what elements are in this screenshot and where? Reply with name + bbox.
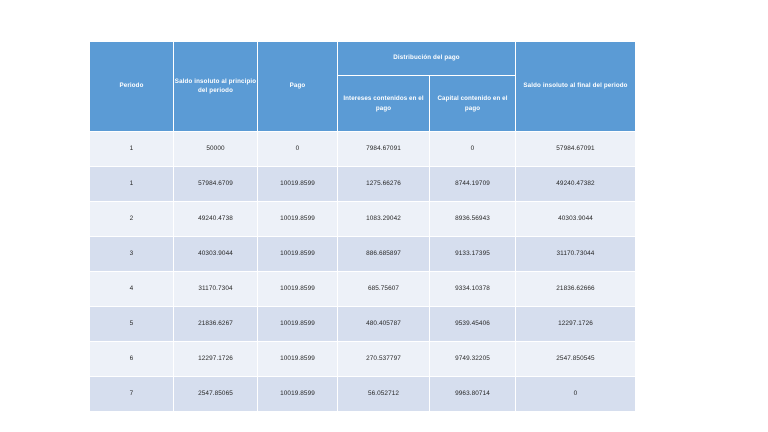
cell-periodo: 2 — [89, 201, 174, 237]
cell-periodo: 7 — [89, 376, 174, 412]
header-group-row: Periodo Saldo insoluto al principio del … — [89, 41, 636, 132]
cell-pago: 10019.8599 — [257, 166, 338, 202]
cell-intereses: 1083.29042 — [337, 201, 430, 237]
cell-capital: 9334.10378 — [429, 271, 516, 307]
cell-pago: 10019.8599 — [257, 306, 338, 342]
cell-periodo: 1 — [89, 131, 174, 167]
cell-pago: 10019.8599 — [257, 201, 338, 237]
cell-intereses: 1275.66276 — [337, 166, 430, 202]
cell-saldo-inicial: 31170.7304 — [173, 271, 258, 307]
cell-capital: 9963.80714 — [429, 376, 516, 412]
cell-saldo-final: 21836.62666 — [515, 271, 636, 307]
cell-pago: 10019.8599 — [257, 341, 338, 377]
cell-saldo-final: 31170.73044 — [515, 236, 636, 272]
cell-saldo-inicial: 2547.85065 — [173, 376, 258, 412]
cell-saldo-final: 0 — [515, 376, 636, 412]
table-row: 1 50000 0 7984.67091 0 57984.67091 — [89, 131, 636, 167]
cell-intereses: 7984.67091 — [337, 131, 430, 167]
cell-intereses: 685.75607 — [337, 271, 430, 307]
cell-saldo-inicial: 57984.6709 — [173, 166, 258, 202]
cell-pago: 10019.8599 — [257, 271, 338, 307]
cell-saldo-final: 12297.1726 — [515, 306, 636, 342]
table-row: 4 31170.7304 10019.8599 685.75607 9334.1… — [89, 271, 636, 307]
cell-intereses: 480.405787 — [337, 306, 430, 342]
column-header-saldo-final: Saldo insoluto al final del periodo — [515, 41, 636, 132]
cell-capital: 8744.19709 — [429, 166, 516, 202]
cell-capital: 0 — [429, 131, 516, 167]
cell-saldo-inicial: 40303.9044 — [173, 236, 258, 272]
cell-saldo-final: 2547.850545 — [515, 341, 636, 377]
cell-saldo-inicial: 50000 — [173, 131, 258, 167]
cell-periodo: 5 — [89, 306, 174, 342]
cell-pago: 0 — [257, 131, 338, 167]
cell-saldo-final: 40303.9044 — [515, 201, 636, 237]
cell-pago: 10019.8599 — [257, 376, 338, 412]
column-header-periodo: Periodo — [89, 41, 174, 132]
table-header: Periodo Saldo insoluto al principio del … — [89, 41, 636, 132]
header-sub-row: Intereses contenidos en el pago Capital … — [90, 75, 636, 132]
table-row: 2 49240.4738 10019.8599 1083.29042 8936.… — [89, 201, 636, 237]
table-row: 1 57984.6709 10019.8599 1275.66276 8744.… — [89, 166, 636, 202]
cell-saldo-final: 49240.47382 — [515, 166, 636, 202]
column-group-header-distribucion-del-pago: Distribución del pago — [337, 41, 516, 76]
table-row: 5 21836.6267 10019.8599 480.405787 9539.… — [89, 306, 636, 342]
cell-capital: 8936.56943 — [429, 201, 516, 237]
column-header-intereses: Intereses contenidos en el pago — [337, 75, 430, 132]
cell-periodo: 1 — [89, 166, 174, 202]
cell-pago: 10019.8599 — [257, 236, 338, 272]
cell-intereses: 886.685897 — [337, 236, 430, 272]
cell-saldo-inicial: 49240.4738 — [173, 201, 258, 237]
cell-periodo: 4 — [89, 271, 174, 307]
cell-capital: 9133.17395 — [429, 236, 516, 272]
cell-intereses: 56.052712 — [337, 376, 430, 412]
column-header-pago: Pago — [257, 41, 338, 132]
cell-saldo-inicial: 12297.1726 — [173, 341, 258, 377]
cell-saldo-final: 57984.67091 — [515, 131, 636, 167]
cell-periodo: 3 — [89, 236, 174, 272]
column-header-capital: Capital contenido en el pago — [429, 75, 516, 132]
table-body: 1 50000 0 7984.67091 0 57984.67091 1 579… — [89, 131, 636, 412]
cell-saldo-inicial: 21836.6267 — [173, 306, 258, 342]
column-header-saldo-inicial: Saldo insoluto al principio del periodo — [173, 41, 258, 132]
table-row: 6 12297.1726 10019.8599 270.537797 9749.… — [89, 341, 636, 377]
cell-periodo: 6 — [89, 341, 174, 377]
cell-intereses: 270.537797 — [337, 341, 430, 377]
cell-capital: 9749.32205 — [429, 341, 516, 377]
table-row: 7 2547.85065 10019.8599 56.052712 9963.8… — [89, 376, 636, 412]
amortization-table: Periodo Saldo insoluto al principio del … — [89, 41, 636, 412]
cell-capital: 9539.45406 — [429, 306, 516, 342]
table-row: 3 40303.9044 10019.8599 886.685897 9133.… — [89, 236, 636, 272]
